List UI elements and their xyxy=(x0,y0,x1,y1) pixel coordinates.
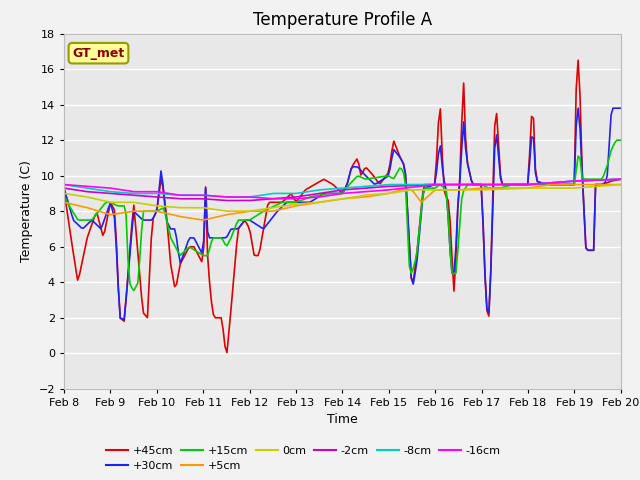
+5cm xyxy=(530,184,538,190)
+45cm xyxy=(60,187,68,193)
Line: +5cm: +5cm xyxy=(64,184,621,220)
0cm xyxy=(553,185,561,191)
-8cm xyxy=(570,178,578,184)
-16cm xyxy=(344,190,351,196)
+15cm xyxy=(130,288,138,294)
-16cm xyxy=(269,196,277,202)
+5cm xyxy=(200,217,207,223)
0cm xyxy=(570,185,578,191)
Line: -8cm: -8cm xyxy=(64,179,621,197)
0cm xyxy=(530,185,538,191)
+15cm xyxy=(60,194,68,200)
Line: +45cm: +45cm xyxy=(64,60,621,352)
+30cm xyxy=(617,105,625,111)
+45cm xyxy=(344,181,351,187)
Line: -16cm: -16cm xyxy=(64,179,621,199)
+30cm xyxy=(570,181,578,187)
-2cm xyxy=(223,198,231,204)
-2cm xyxy=(553,180,561,185)
+5cm xyxy=(344,195,351,201)
+30cm xyxy=(530,135,538,141)
+45cm xyxy=(223,349,231,355)
-16cm xyxy=(530,181,538,187)
Text: GT_met: GT_met xyxy=(72,47,125,60)
+15cm xyxy=(553,181,561,187)
-16cm xyxy=(553,180,561,185)
+15cm xyxy=(613,137,621,143)
-16cm xyxy=(109,186,116,192)
-2cm xyxy=(60,185,68,191)
+30cm xyxy=(120,317,128,323)
+30cm xyxy=(574,105,582,111)
Title: Temperature Profile A: Temperature Profile A xyxy=(253,11,432,29)
+5cm xyxy=(617,181,625,187)
-8cm xyxy=(540,180,547,186)
Line: -2cm: -2cm xyxy=(64,179,621,201)
0cm xyxy=(60,191,68,196)
+5cm xyxy=(549,181,557,187)
0cm xyxy=(617,181,625,187)
+15cm xyxy=(530,181,538,187)
-8cm xyxy=(344,185,351,191)
-2cm xyxy=(344,187,351,192)
-16cm xyxy=(570,178,578,184)
+30cm xyxy=(344,181,351,187)
-8cm xyxy=(553,180,561,185)
+30cm xyxy=(540,180,547,186)
-2cm xyxy=(109,191,116,196)
Line: +15cm: +15cm xyxy=(64,140,621,291)
+5cm xyxy=(109,212,116,217)
-16cm xyxy=(60,181,68,187)
-16cm xyxy=(617,176,625,182)
Y-axis label: Temperature (C): Temperature (C) xyxy=(20,160,33,262)
+45cm xyxy=(617,176,625,182)
Legend: +45cm, +30cm, +15cm, +5cm, 0cm, -2cm, -8cm, -16cm: +45cm, +30cm, +15cm, +5cm, 0cm, -2cm, -8… xyxy=(102,441,506,476)
0cm xyxy=(344,195,351,201)
-16cm xyxy=(540,180,547,186)
+5cm xyxy=(60,199,68,205)
+45cm xyxy=(530,115,538,121)
-8cm xyxy=(60,181,68,187)
+45cm xyxy=(553,181,561,187)
Line: +30cm: +30cm xyxy=(64,108,621,320)
+5cm xyxy=(555,181,563,187)
+15cm xyxy=(540,181,547,187)
-8cm xyxy=(223,194,231,200)
+15cm xyxy=(570,181,578,187)
X-axis label: Time: Time xyxy=(327,413,358,426)
-8cm xyxy=(530,181,538,187)
0cm xyxy=(109,199,116,205)
-2cm xyxy=(540,180,547,186)
-2cm xyxy=(530,181,538,187)
+15cm xyxy=(109,201,116,206)
+30cm xyxy=(60,185,68,191)
+45cm xyxy=(540,180,547,186)
-8cm xyxy=(109,189,116,195)
-8cm xyxy=(617,176,625,182)
+30cm xyxy=(109,207,116,213)
-2cm xyxy=(617,176,625,182)
0cm xyxy=(540,185,547,191)
+5cm xyxy=(572,181,580,187)
+15cm xyxy=(617,137,625,143)
+45cm xyxy=(574,57,582,63)
+45cm xyxy=(570,181,578,187)
+45cm xyxy=(109,204,116,209)
+15cm xyxy=(344,184,351,190)
+5cm xyxy=(540,183,547,189)
-2cm xyxy=(570,178,578,184)
0cm xyxy=(223,208,231,214)
+30cm xyxy=(553,181,561,187)
Line: 0cm: 0cm xyxy=(64,184,621,211)
